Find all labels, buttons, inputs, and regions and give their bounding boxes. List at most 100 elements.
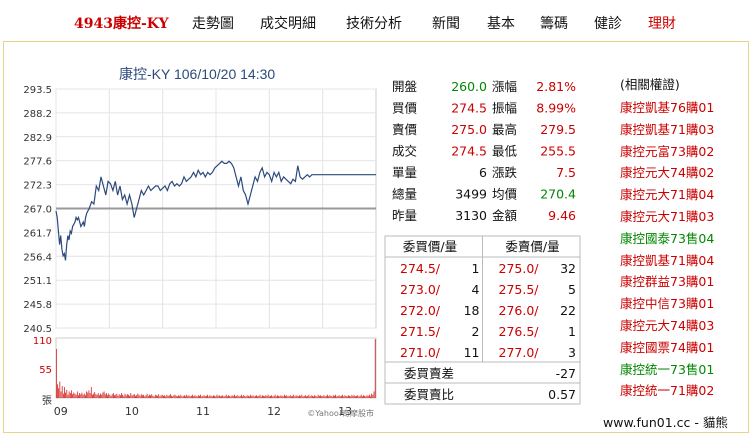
volume-bar [277, 395, 278, 398]
volume-bar [97, 393, 99, 398]
volume-bar [128, 394, 129, 398]
volume-bar [335, 394, 336, 398]
volume-bar [186, 394, 188, 398]
quote-grid: 開盤 260.0 漲幅 2.81% 買價 274.5 振幅 8.99% 賣價 275.0 最高 279… [384, 79, 581, 405]
volume-bar [58, 388, 60, 398]
volume-bar [217, 395, 219, 398]
warrant-link[interactable]: 康控元大71購03 [620, 209, 715, 224]
warrant-link[interactable]: 康控元大71購04 [620, 187, 715, 203]
volume-bar [96, 394, 98, 398]
volume-bar [322, 395, 324, 398]
warrant-link[interactable]: 康控群益73購01 [620, 274, 715, 290]
y-tick-label: 256.4 [23, 252, 52, 263]
volume-bar [344, 395, 346, 398]
volume-bar [316, 396, 318, 398]
volume-bar [189, 396, 191, 398]
volume-bar [360, 394, 362, 398]
volume-bar [308, 394, 310, 398]
volume-bar [121, 393, 122, 398]
warrant-link[interactable]: 康控國票74購01 [620, 339, 715, 355]
tab-trades[interactable]: 成交明細 [260, 16, 316, 32]
warrant-link[interactable]: 康控元大74購02 [620, 165, 715, 181]
volume-bar [292, 395, 293, 398]
y-tick-label: 272.3 [23, 181, 52, 192]
volume-bar [171, 395, 172, 398]
volume-bar [301, 394, 303, 398]
volume-bar [258, 395, 260, 398]
volume-bar [192, 394, 193, 398]
y-tick-label: 277.6 [23, 157, 52, 168]
y-tick-label: 293.5 [23, 85, 52, 96]
quote-value: 274.5 [451, 101, 487, 116]
volume-bar [370, 396, 371, 398]
volume-bar [264, 396, 265, 398]
volume-bar [291, 396, 292, 398]
warrant-link[interactable]: 康控統一71購02 [620, 383, 715, 399]
volume-bar [90, 387, 92, 398]
bid-ask-ratio-label: 委買賣比 [404, 387, 454, 402]
volume-bar [296, 395, 298, 398]
volume-bar [356, 395, 357, 398]
volume-bar [168, 395, 170, 398]
volume-bar [263, 395, 264, 398]
ask-volume: 5 [568, 282, 576, 297]
volume-bar [299, 395, 300, 398]
volume-bar [74, 393, 76, 398]
volume-bar [153, 396, 155, 398]
volume-bar [109, 394, 111, 398]
warrant-link[interactable]: 康控凱基71購04 [620, 252, 715, 268]
volume-bar [114, 395, 115, 398]
volume-bar [108, 393, 110, 398]
volume-bar [152, 395, 154, 398]
tab-basic[interactable]: 基本 [487, 16, 515, 32]
volume-tick-label: 110 [33, 336, 52, 347]
warrant-link[interactable]: 康控凱基71購03 [620, 121, 715, 137]
volume-bar [273, 395, 275, 398]
volume-bar [163, 395, 164, 398]
volume-bar [132, 394, 134, 398]
warrant-link[interactable]: 康控中信73購01 [620, 296, 715, 312]
tab-checkup[interactable]: 健診 [594, 16, 622, 32]
volume-bar [338, 395, 340, 398]
warrant-link[interactable]: 康控元富73購02 [620, 143, 715, 159]
volume-bar [287, 396, 289, 398]
volume-bar [123, 395, 125, 398]
volume-bar [237, 395, 239, 398]
warrant-link[interactable]: 康控國泰73售04 [620, 230, 715, 246]
stock-title[interactable]: 4943康控-KY [74, 16, 169, 32]
warrant-link[interactable]: 康控統一73售01 [620, 361, 715, 377]
warrant-link[interactable]: 康控元大74購03 [620, 318, 715, 333]
volume-bar [100, 393, 101, 398]
bid-header: 委買價/量 [403, 239, 457, 254]
quote-value: 6 [479, 165, 487, 180]
tab-technical[interactable]: 技術分析 [346, 16, 402, 32]
bid-volume: 4 [472, 282, 480, 297]
chart-watermark: ©Yahoo!奇摩股市 [307, 408, 374, 418]
x-tick-label: 12 [267, 405, 281, 418]
warrant-link[interactable]: 康控凱基76購01 [620, 100, 715, 115]
tab-finance[interactable]: 理財 [648, 16, 676, 32]
volume-bar [94, 392, 96, 398]
volume-bar [216, 394, 218, 398]
volume-bar [359, 395, 361, 398]
volume-bar [201, 396, 203, 398]
volume-bar [196, 396, 198, 398]
volume-bar [156, 395, 157, 398]
tab-chips[interactable]: 籌碼 [540, 16, 568, 32]
ask-volume: 3 [568, 345, 576, 360]
volume-bar [143, 394, 144, 398]
volume-bar [73, 392, 75, 398]
volume-bar [228, 395, 229, 398]
volume-bar [149, 394, 150, 398]
volume-bar [357, 395, 359, 398]
volume-bar [187, 395, 189, 398]
volume-bar [317, 394, 319, 398]
volume-bar [288, 395, 290, 398]
quote-value: 2.81% [536, 79, 576, 94]
tab-trend[interactable]: 走勢圖 [192, 16, 234, 32]
volume-bar [351, 394, 353, 398]
volume-bar [307, 395, 309, 398]
quote-label: 單量 [392, 165, 417, 180]
volume-bar [211, 396, 213, 398]
tab-news[interactable]: 新聞 [432, 16, 460, 32]
